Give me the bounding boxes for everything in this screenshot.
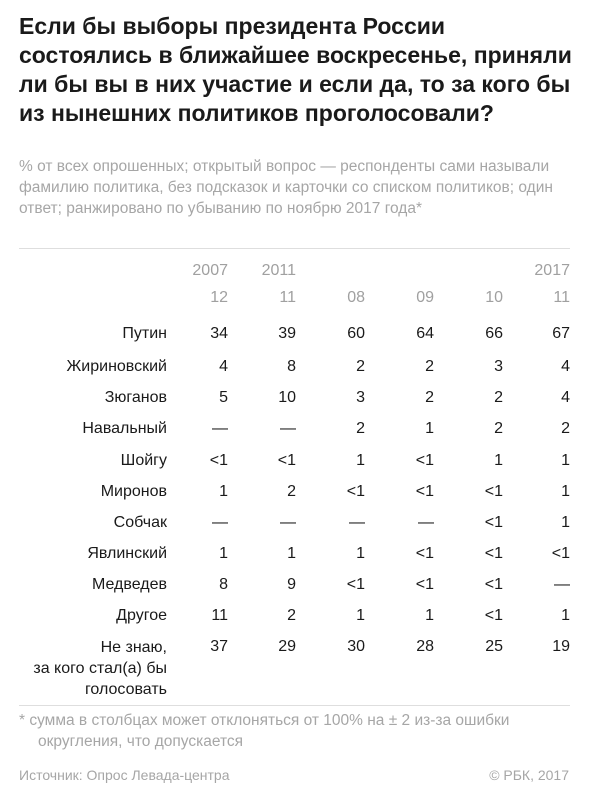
table-cell: 1 <box>219 545 228 562</box>
table-cell: 2 <box>287 483 296 500</box>
table-cell: 2 <box>425 389 434 406</box>
table-cell: <1 <box>346 483 365 500</box>
table-cell: 30 <box>347 638 365 655</box>
month-header: 09 <box>416 289 434 306</box>
table-cell: 2 <box>356 420 365 437</box>
table-cell: 2 <box>287 607 296 624</box>
table-cell: <1 <box>484 514 503 531</box>
year-header: 2017 <box>534 262 570 279</box>
table-cell: <1 <box>346 576 365 593</box>
table-cell: 25 <box>485 638 503 655</box>
footnote-line-2: округления, что допускается <box>38 733 244 750</box>
table-cell: 8 <box>219 576 228 593</box>
table-cell: 1 <box>356 452 365 469</box>
table-cell: 3 <box>356 389 365 406</box>
table-cell: 1 <box>561 483 570 500</box>
table-cell: — <box>349 514 365 531</box>
month-header: 12 <box>210 289 228 306</box>
table-cell: <1 <box>415 452 434 469</box>
table-cell: 39 <box>278 325 296 342</box>
table-cell: <1 <box>415 545 434 562</box>
table-cell: <1 <box>551 545 570 562</box>
table-cell: <1 <box>484 607 503 624</box>
table-cell: 1 <box>561 514 570 531</box>
table-cell: 1 <box>425 420 434 437</box>
row-label-line: голосовать <box>84 681 167 698</box>
table-cell: 1 <box>219 483 228 500</box>
table-cell: 4 <box>561 389 570 406</box>
table-cell: 4 <box>219 358 228 375</box>
table-cell: <1 <box>209 452 228 469</box>
bottom-divider <box>19 705 570 706</box>
table-cell: 1 <box>287 545 296 562</box>
table-cell: 8 <box>287 358 296 375</box>
table-cell: 9 <box>287 576 296 593</box>
table-cell: 2 <box>494 420 503 437</box>
table-cell: — <box>280 420 296 437</box>
row-label: Медведев <box>92 576 167 593</box>
table-cell: — <box>554 576 570 593</box>
table-cell: 10 <box>278 389 296 406</box>
table-cell: 66 <box>485 325 503 342</box>
table-cell: — <box>212 514 228 531</box>
year-header: 2011 <box>261 262 296 279</box>
top-divider <box>19 248 570 249</box>
month-header: 11 <box>279 289 296 306</box>
row-label: Не знаю, за кого стал(а) бы голосовать <box>19 637 167 700</box>
table-cell: — <box>212 420 228 437</box>
table-cell: 5 <box>219 389 228 406</box>
chart-title: Если бы выборы президента России состоял… <box>19 13 572 126</box>
table-cell: 37 <box>210 638 228 655</box>
row-label: Явлинский <box>87 545 167 562</box>
table-cell: — <box>280 514 296 531</box>
table-cell: <1 <box>484 483 503 500</box>
row-label-line: Не знаю, <box>100 639 167 656</box>
month-header: 08 <box>347 289 365 306</box>
row-label: Путин <box>122 325 167 342</box>
table-cell: 11 <box>211 607 228 624</box>
month-header: 11 <box>553 289 570 306</box>
table-cell: 2 <box>425 358 434 375</box>
table-cell: <1 <box>484 576 503 593</box>
row-label: Шойгу <box>120 452 167 469</box>
table-cell: <1 <box>415 483 434 500</box>
table-cell: 3 <box>494 358 503 375</box>
table-cell: 2 <box>356 358 365 375</box>
table-cell: 1 <box>356 607 365 624</box>
table-cell: 64 <box>416 325 434 342</box>
table-cell: 34 <box>210 325 228 342</box>
row-label: Навальный <box>82 420 167 437</box>
copyright-text: © РБК, 2017 <box>489 767 569 783</box>
table-cell: 28 <box>416 638 434 655</box>
table-cell: 29 <box>278 638 296 655</box>
table-cell: 2 <box>494 389 503 406</box>
source-text: Источник: Опрос Левада-центра <box>19 767 230 783</box>
row-label: Жириновский <box>66 358 167 375</box>
footnote: * сумма в столбцах может отклоняться от … <box>19 710 579 752</box>
table-cell: 1 <box>494 452 503 469</box>
table-cell: <1 <box>277 452 296 469</box>
month-header: 10 <box>485 289 503 306</box>
table-cell: 1 <box>425 607 434 624</box>
table-cell: 2 <box>561 420 570 437</box>
table-cell: 4 <box>561 358 570 375</box>
row-label: Собчак <box>113 514 167 531</box>
row-label: Другое <box>116 607 167 624</box>
table-cell: 1 <box>356 545 365 562</box>
table-cell: 67 <box>552 325 570 342</box>
table-cell: <1 <box>415 576 434 593</box>
row-label: Зюганов <box>104 389 167 406</box>
footnote-line-1: * сумма в столбцах может отклоняться от … <box>19 712 510 729</box>
table-cell: 1 <box>561 452 570 469</box>
table-cell: 60 <box>347 325 365 342</box>
table-cell: <1 <box>484 545 503 562</box>
table-cell: 19 <box>552 638 570 655</box>
row-label-line: за кого стал(а) бы <box>33 660 167 677</box>
year-header: 2007 <box>192 262 228 279</box>
table-cell: 1 <box>561 607 570 624</box>
row-label: Миронов <box>100 483 167 500</box>
chart-subtitle: % от всех опрошенных; открытый вопрос — … <box>19 158 553 217</box>
table-cell: — <box>418 514 434 531</box>
